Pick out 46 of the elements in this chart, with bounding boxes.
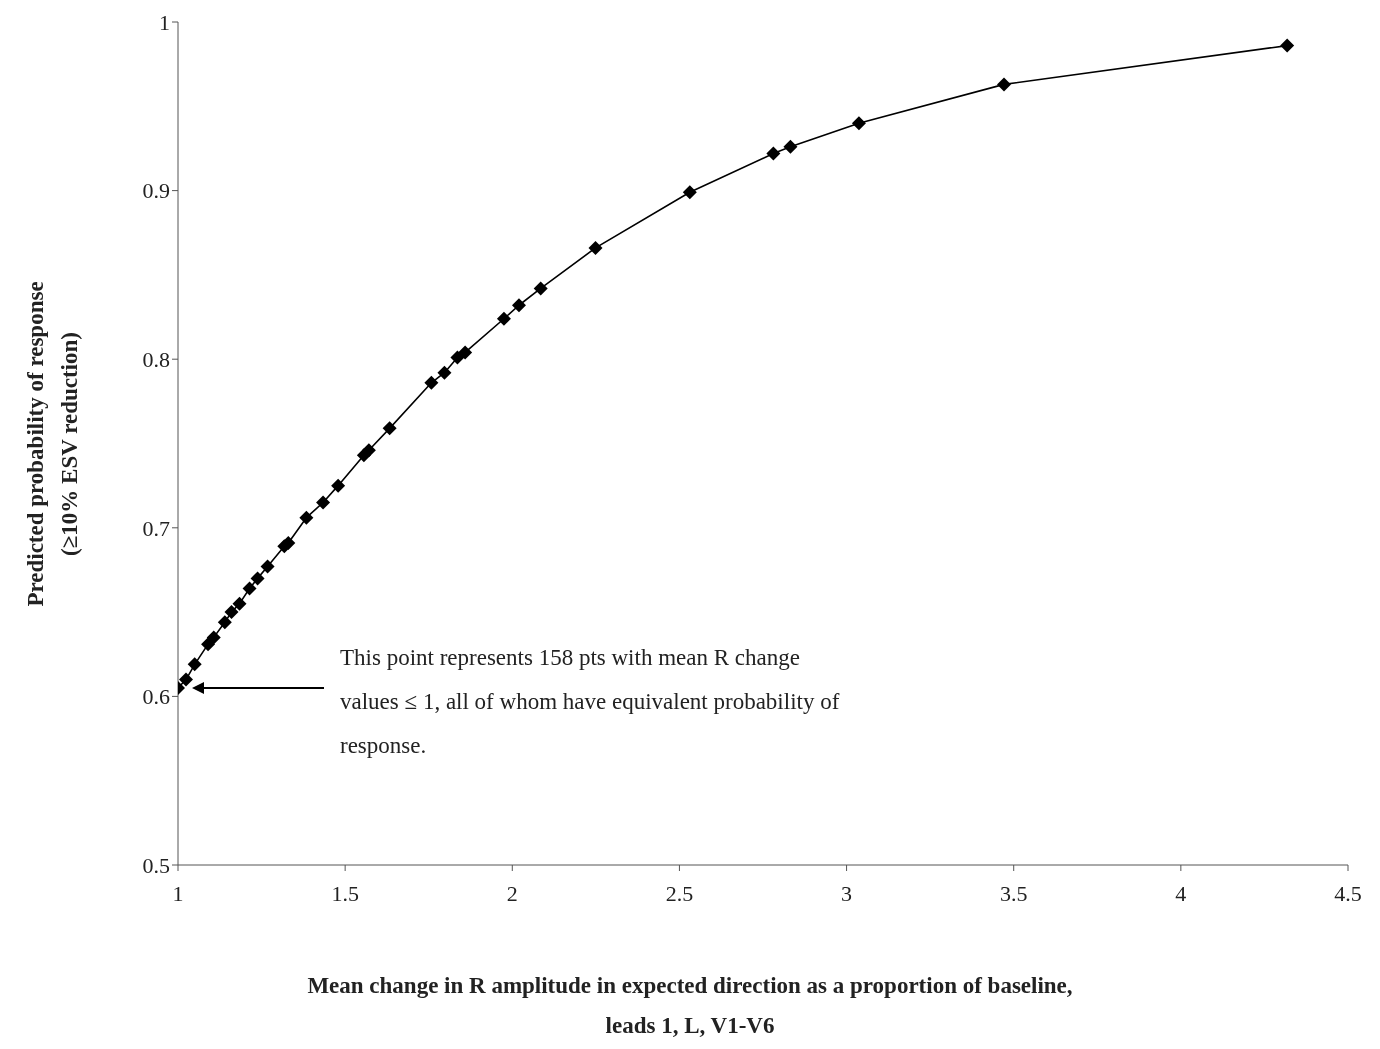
x-tick-label: 4 (1175, 880, 1187, 906)
y-tick-label: 0.6 (142, 684, 170, 710)
x-tick-label: 3.5 (999, 880, 1028, 906)
annotation: This point represents 158 pts with mean R change values ≤ 1, all of whom have equivalent probability of response. (340, 643, 841, 760)
point (682, 185, 697, 200)
point (250, 571, 265, 586)
point (361, 443, 376, 458)
point (783, 139, 798, 154)
point (382, 421, 397, 436)
x-tick-label: 2 (506, 880, 518, 906)
point (511, 298, 526, 313)
point (187, 657, 202, 672)
point (496, 311, 511, 326)
y-axis-title: Predicted probability of response (≥10% ESV reduction) (22, 280, 83, 607)
point (766, 146, 781, 161)
y-tick-label: 0.5 (142, 852, 170, 878)
point (533, 281, 548, 296)
point (437, 365, 452, 380)
y-tick-label: 0.9 (142, 178, 170, 204)
point (206, 630, 221, 645)
x-tick-label: 3 (841, 880, 853, 906)
point (242, 581, 257, 596)
point (1280, 38, 1295, 53)
point (217, 615, 232, 630)
point (458, 345, 473, 360)
x-tick-label: 1.5 (331, 880, 359, 906)
point (851, 116, 866, 131)
y-tick-label: 1 (159, 9, 170, 35)
point (299, 510, 314, 525)
point (331, 478, 346, 493)
y-tick-label: 0.7 (142, 515, 170, 541)
point (450, 350, 465, 365)
x-axis-title: Mean change in R amplitude in expected direction as a proportion of baseline, leads 1, L, V1-V6 (306, 972, 1074, 1040)
point (179, 672, 194, 687)
x-tick-label: 2.5 (665, 880, 694, 906)
point (997, 77, 1012, 92)
point (201, 637, 216, 652)
point (588, 240, 603, 255)
point (260, 559, 275, 574)
x-tick-label: 4.5 (1334, 880, 1362, 906)
point (232, 596, 247, 611)
point (224, 605, 239, 620)
point (424, 375, 439, 390)
y-tick-label: 0.8 (142, 347, 170, 373)
point (316, 495, 331, 510)
point (281, 535, 296, 550)
